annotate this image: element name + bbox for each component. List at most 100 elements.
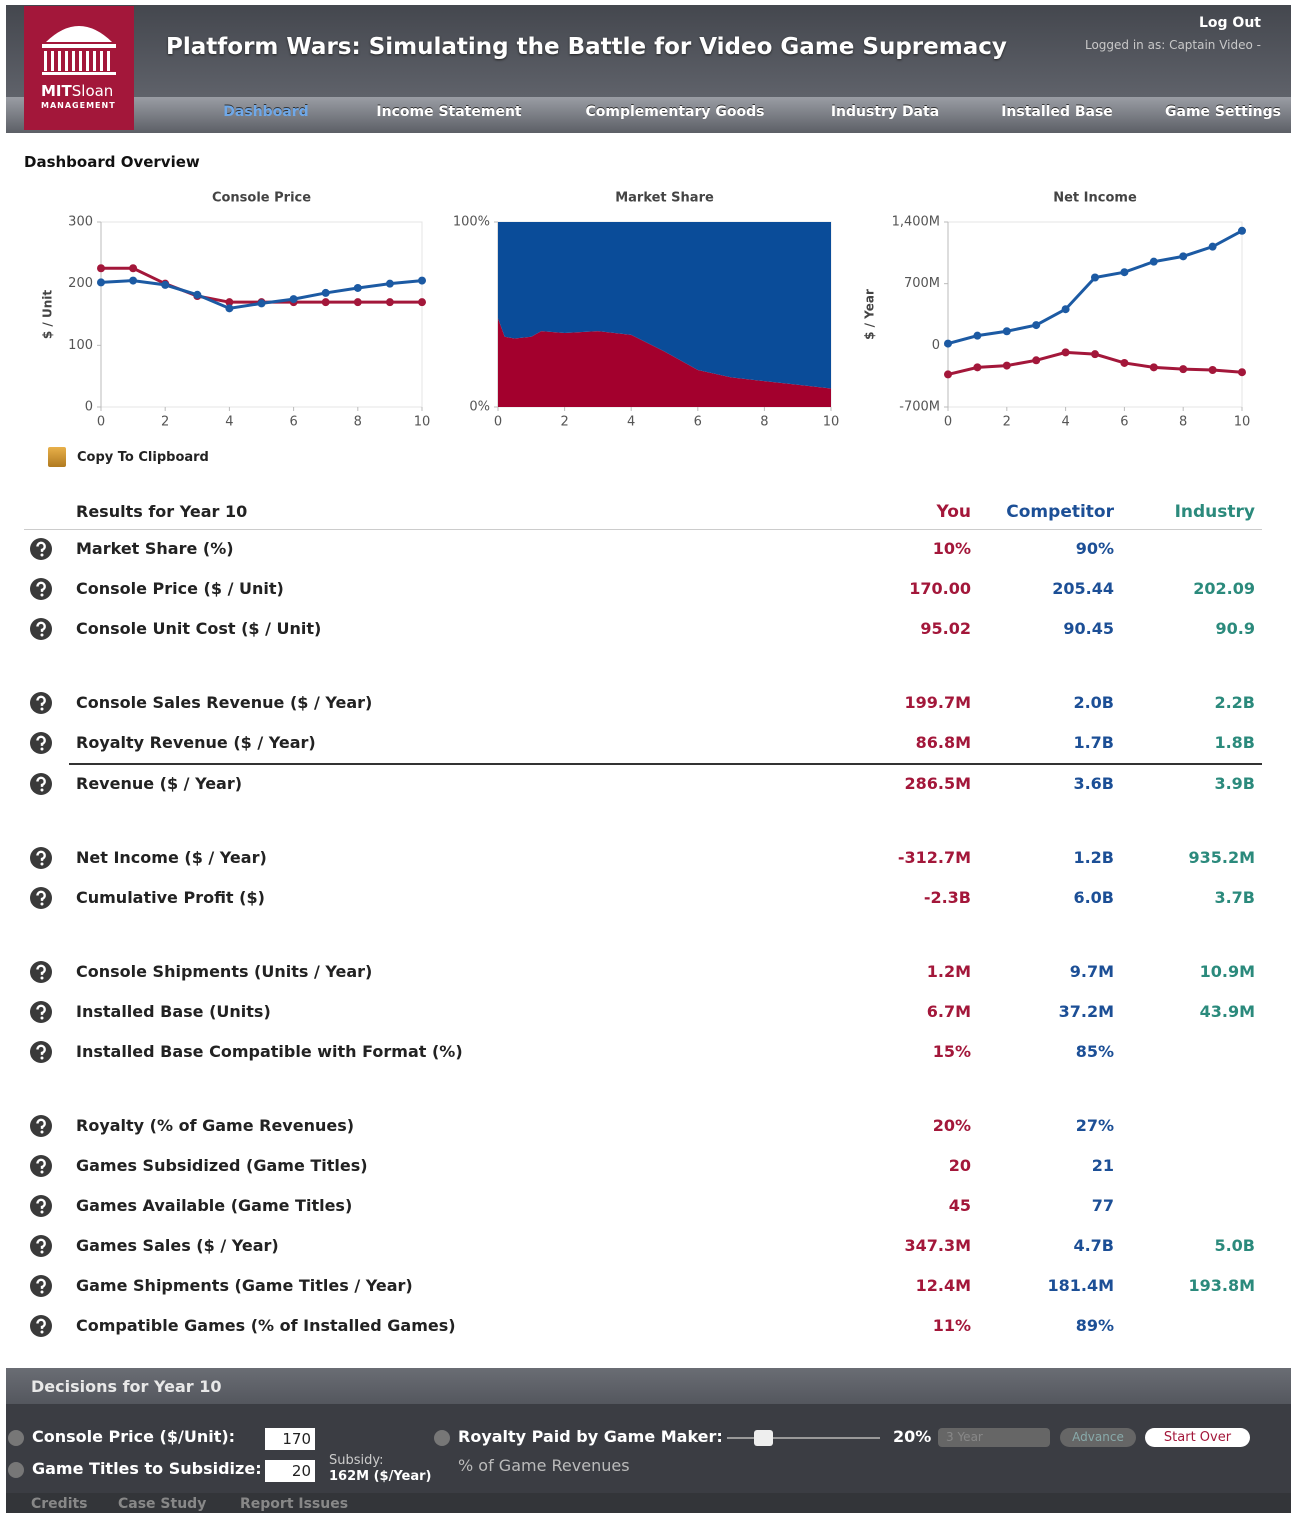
logo[interactable]: MITSloan MANAGEMENT <box>24 6 134 130</box>
point <box>225 298 234 307</box>
advance-button[interactable]: Advance <box>1060 1428 1136 1447</box>
row-value: 3.9B <box>1214 774 1255 793</box>
footer-link[interactable]: Case Study <box>118 1496 207 1512</box>
point <box>973 363 982 372</box>
x-tick-label: 8 <box>354 415 362 430</box>
x-tick-label: 10 <box>1234 415 1251 430</box>
x-tick-label: 10 <box>823 415 840 430</box>
help-icon[interactable] <box>30 692 52 714</box>
point <box>1149 257 1158 266</box>
price-input[interactable]: 170 <box>265 1428 315 1450</box>
x-tick-label: 6 <box>289 415 297 430</box>
row-label: Game Shipments (Game Titles / Year) <box>76 1276 413 1295</box>
area <box>498 222 831 389</box>
nav-tab[interactable]: Complementary Goods <box>585 104 765 120</box>
row-label: Revenue ($ / Year) <box>76 774 243 793</box>
help-icon[interactable] <box>30 1115 52 1137</box>
row-value: 3.7B <box>1214 888 1255 907</box>
help-icon[interactable] <box>30 1235 52 1257</box>
start-over-button[interactable]: Start Over <box>1145 1428 1250 1447</box>
help-icon[interactable] <box>8 1430 24 1446</box>
x-tick-label: 4 <box>627 415 635 430</box>
help-icon[interactable] <box>30 961 52 983</box>
help-icon[interactable] <box>30 1315 52 1337</box>
help-icon[interactable] <box>30 538 52 560</box>
row-label: Console Shipments (Units / Year) <box>76 962 373 981</box>
price-label: Console Price ($/Unit): <box>32 1427 236 1446</box>
help-icon-glyph <box>30 1315 52 1337</box>
chart-title: Console Price <box>212 191 311 206</box>
row-value: 10.9M <box>1199 962 1255 981</box>
row-label: Games Subsidized (Game Titles) <box>76 1156 368 1175</box>
help-icon[interactable] <box>30 1041 52 1063</box>
total-rule <box>69 763 1262 765</box>
row-value: 199.7M <box>904 693 971 712</box>
line <box>947 229 1243 346</box>
y-tick-label: 100 <box>68 338 93 353</box>
point <box>129 264 138 273</box>
footer-link[interactable]: Report Issues <box>240 1496 349 1512</box>
x-tick-label: 2 <box>161 415 169 430</box>
point <box>289 295 298 304</box>
help-icon[interactable] <box>30 578 52 600</box>
point <box>1238 368 1246 377</box>
royalty-label: Royalty Paid by Game Maker: <box>458 1427 723 1446</box>
help-icon[interactable] <box>434 1430 450 1446</box>
x-tick-label: 2 <box>1003 415 1011 430</box>
row-value: 6.0B <box>1073 888 1114 907</box>
help-icon[interactable] <box>30 847 52 869</box>
period-select[interactable]: 3 Year <box>938 1428 1050 1447</box>
help-icon[interactable] <box>30 1001 52 1023</box>
nav-tab[interactable]: Installed Base <box>1001 104 1113 120</box>
help-icon-glyph <box>30 1235 52 1257</box>
y-tick-label: 0% <box>469 400 490 415</box>
help-icon-glyph <box>30 1001 52 1023</box>
x-tick-label: 2 <box>560 415 568 430</box>
subsidize-input[interactable]: 20 <box>265 1460 315 1482</box>
point <box>1149 363 1158 372</box>
point <box>1179 252 1188 261</box>
row-value: 1.7B <box>1073 733 1114 752</box>
nav-tab[interactable]: Income Statement <box>376 104 522 120</box>
row-label: Installed Base Compatible with Format (%… <box>76 1042 463 1061</box>
point <box>385 279 394 288</box>
help-icon[interactable] <box>30 1155 52 1177</box>
point <box>353 298 362 307</box>
royalty-slider-track <box>727 1437 880 1439</box>
y-tick-label: 100% <box>453 215 490 230</box>
clipboard-icon[interactable] <box>48 447 66 467</box>
row-value: 12.4M <box>915 1276 971 1295</box>
subsidy-value: 162M ($/Year) <box>329 1469 432 1484</box>
row-value: 170.00 <box>909 579 971 598</box>
y-axis-label: $ / Year <box>863 289 877 340</box>
nav-tab[interactable]: Industry Data <box>830 104 940 120</box>
row-value: 86.8M <box>915 733 971 752</box>
help-icon[interactable] <box>30 1275 52 1297</box>
royalty-slider-handle[interactable] <box>754 1430 773 1446</box>
row-value: 20 <box>948 1156 971 1175</box>
help-icon[interactable] <box>30 887 52 909</box>
row-value: 77 <box>1091 1196 1114 1215</box>
footer-link[interactable]: Credits <box>31 1496 88 1512</box>
help-icon[interactable] <box>8 1462 24 1478</box>
help-icon[interactable] <box>30 732 52 754</box>
row-label: Cumulative Profit ($) <box>76 888 265 907</box>
row-label: Net Income ($ / Year) <box>76 848 267 867</box>
point <box>418 298 426 307</box>
column-header: Industry <box>1174 502 1255 522</box>
x-tick-label: 6 <box>694 415 702 430</box>
point <box>944 339 952 348</box>
nav-tab[interactable]: Dashboard <box>223 104 309 120</box>
row-value: 20% <box>932 1116 971 1135</box>
help-icon[interactable] <box>30 618 52 640</box>
point <box>321 288 330 297</box>
row-label: Market Share (%) <box>76 539 234 558</box>
help-icon-glyph <box>30 692 52 714</box>
nav-tab[interactable]: Game Settings <box>1165 104 1281 120</box>
help-icon[interactable] <box>30 773 52 795</box>
y-tick-label: 0 <box>932 338 940 353</box>
logout-link[interactable]: Log Out <box>1199 15 1261 31</box>
point <box>1002 327 1011 336</box>
help-icon[interactable] <box>30 1195 52 1217</box>
copy-clipboard[interactable]: Copy To Clipboard <box>77 450 209 465</box>
